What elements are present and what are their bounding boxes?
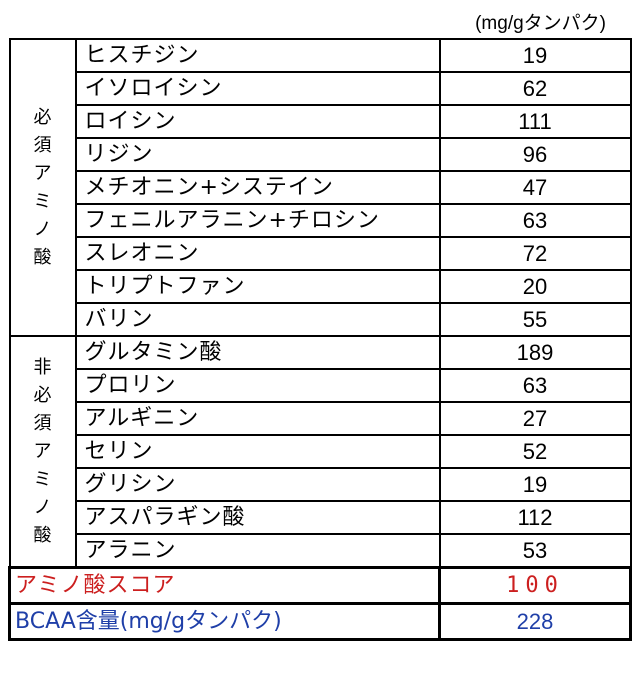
table-row: 必須アミノ酸 ヒスチジン 19: [8, 38, 632, 337]
amino-score-label: アミノ酸スコア: [8, 566, 441, 605]
amino-value: 55: [438, 302, 632, 337]
unit-label: (mg/gタンパク): [475, 13, 606, 34]
table-row: ロイシン 111: [10, 104, 632, 139]
amino-value: 53: [438, 533, 632, 569]
bcaa-row: BCAA含量(mg/gタンパク) 228: [8, 602, 632, 641]
amino-name: トリプトファン: [74, 269, 441, 304]
amino-value: 63: [438, 368, 632, 403]
table-row: メチオニン+システイン 47: [10, 170, 632, 205]
amino-value: 63: [438, 203, 632, 238]
table-row: イソロイシン 62: [10, 71, 632, 106]
amino-name: アルギニン: [74, 401, 441, 436]
amino-name: フェニルアラニン+チロシン: [74, 203, 441, 238]
amino-score-row: アミノ酸スコア 100: [8, 566, 632, 605]
essential-group-cell: 必須アミノ酸: [8, 38, 77, 337]
amino-name: セリン: [74, 434, 441, 469]
essential-group-label: 必須アミノ酸: [33, 106, 52, 268]
bcaa-label: BCAA含量(mg/gタンパク): [8, 602, 441, 641]
table-row: プロリン 63: [10, 368, 632, 403]
amino-value: 111: [438, 104, 632, 139]
amino-name: グリシン: [74, 467, 441, 502]
amino-name: グルタミン酸: [74, 335, 441, 370]
table-row: リジン 96: [10, 137, 632, 172]
nonessential-group-cell: 非必須アミノ酸: [8, 335, 77, 569]
nonessential-group-label: 非必須アミノ酸: [33, 356, 52, 546]
amino-value: 72: [438, 236, 632, 271]
amino-name: スレオニン: [74, 236, 441, 271]
table-row: アスパラギン酸 112: [10, 500, 632, 535]
table-row: バリン 55: [10, 302, 632, 337]
bcaa-value: 228: [438, 602, 632, 641]
amino-score-value: 100: [438, 566, 632, 605]
table-row: セリン 52: [10, 434, 632, 469]
table-row: アラニン 53: [10, 533, 632, 569]
amino-value: 112: [438, 500, 632, 535]
amino-acid-table: 必須アミノ酸 ヒスチジン 19 イソロイシン 62 ロイシン 111 リジン 9…: [8, 38, 632, 641]
amino-value: 27: [438, 401, 632, 436]
amino-value: 96: [438, 137, 632, 172]
amino-value: 47: [438, 170, 632, 205]
amino-name: ロイシン: [74, 104, 441, 139]
table-row: グリシン 19: [10, 467, 632, 502]
amino-name: メチオニン+システイン: [74, 170, 441, 205]
amino-name: アスパラギン酸: [74, 500, 441, 535]
table-row: フェニルアラニン+チロシン 63: [10, 203, 632, 238]
table-row: トリプトファン 20: [10, 269, 632, 304]
amino-name: イソロイシン: [74, 71, 441, 106]
amino-name: アラニン: [74, 533, 441, 569]
amino-value: 19: [438, 467, 632, 502]
amino-name: ヒスチジン: [74, 38, 441, 73]
amino-value: 52: [438, 434, 632, 469]
amino-value: 20: [438, 269, 632, 304]
amino-value: 189: [438, 335, 632, 370]
amino-value: 19: [438, 38, 632, 73]
table-row: スレオニン 72: [10, 236, 632, 271]
amino-name: バリン: [74, 302, 441, 337]
amino-name: プロリン: [74, 368, 441, 403]
table-row: アルギニン 27: [10, 401, 632, 436]
amino-value: 62: [438, 71, 632, 106]
amino-name: リジン: [74, 137, 441, 172]
table-row: 非必須アミノ酸 グルタミン酸 189: [8, 335, 632, 569]
